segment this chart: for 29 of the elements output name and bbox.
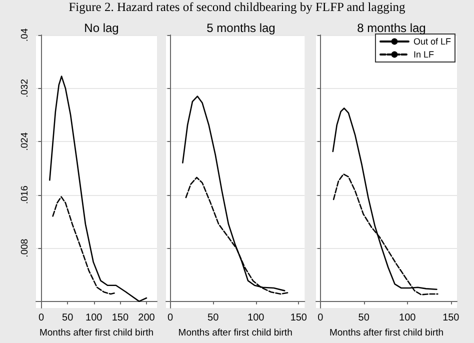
chart-title: 5 months lag [206,21,276,35]
line-series [49,76,148,302]
caption: Figure 2. Hazard rates of second childbearing by FLFP and lagging [68,0,406,14]
x-tick-label: 0 [168,312,174,324]
y-tick-label: .024 [20,132,30,151]
line-series [52,196,117,295]
x-axis-title: Months after first child birth [178,328,292,338]
x-axis-title: Months after first child birth [39,328,154,338]
x-tick-label: 200 [138,312,156,324]
x-tick-label: 150 [442,312,460,324]
x-tick-label: 100 [86,312,103,324]
x-tick-label: 100 [399,312,416,324]
x-tick-label: 0 [318,312,324,324]
y-tick-label: .04 [20,28,30,42]
legend-label: In LF [413,50,434,60]
y-tick-label: .016 [20,186,30,204]
x-tick-label: 0 [38,312,44,324]
x-axis-title: Months after first child birth [329,328,444,338]
x-tick-label: 150 [112,312,129,324]
chart-title: No lag [84,21,119,35]
chart-title: 8 months lag [357,21,426,35]
y-tick-label: .008 [20,238,30,258]
x-tick-label: 100 [248,312,265,324]
x-tick-label: 150 [290,312,308,324]
legend-label: Out of LF [413,36,452,46]
x-tick-label: 50 [208,312,220,324]
x-tick-label: 50 [358,312,370,324]
x-tick-label: 50 [62,312,74,324]
y-tick-label: .032 [20,79,30,98]
